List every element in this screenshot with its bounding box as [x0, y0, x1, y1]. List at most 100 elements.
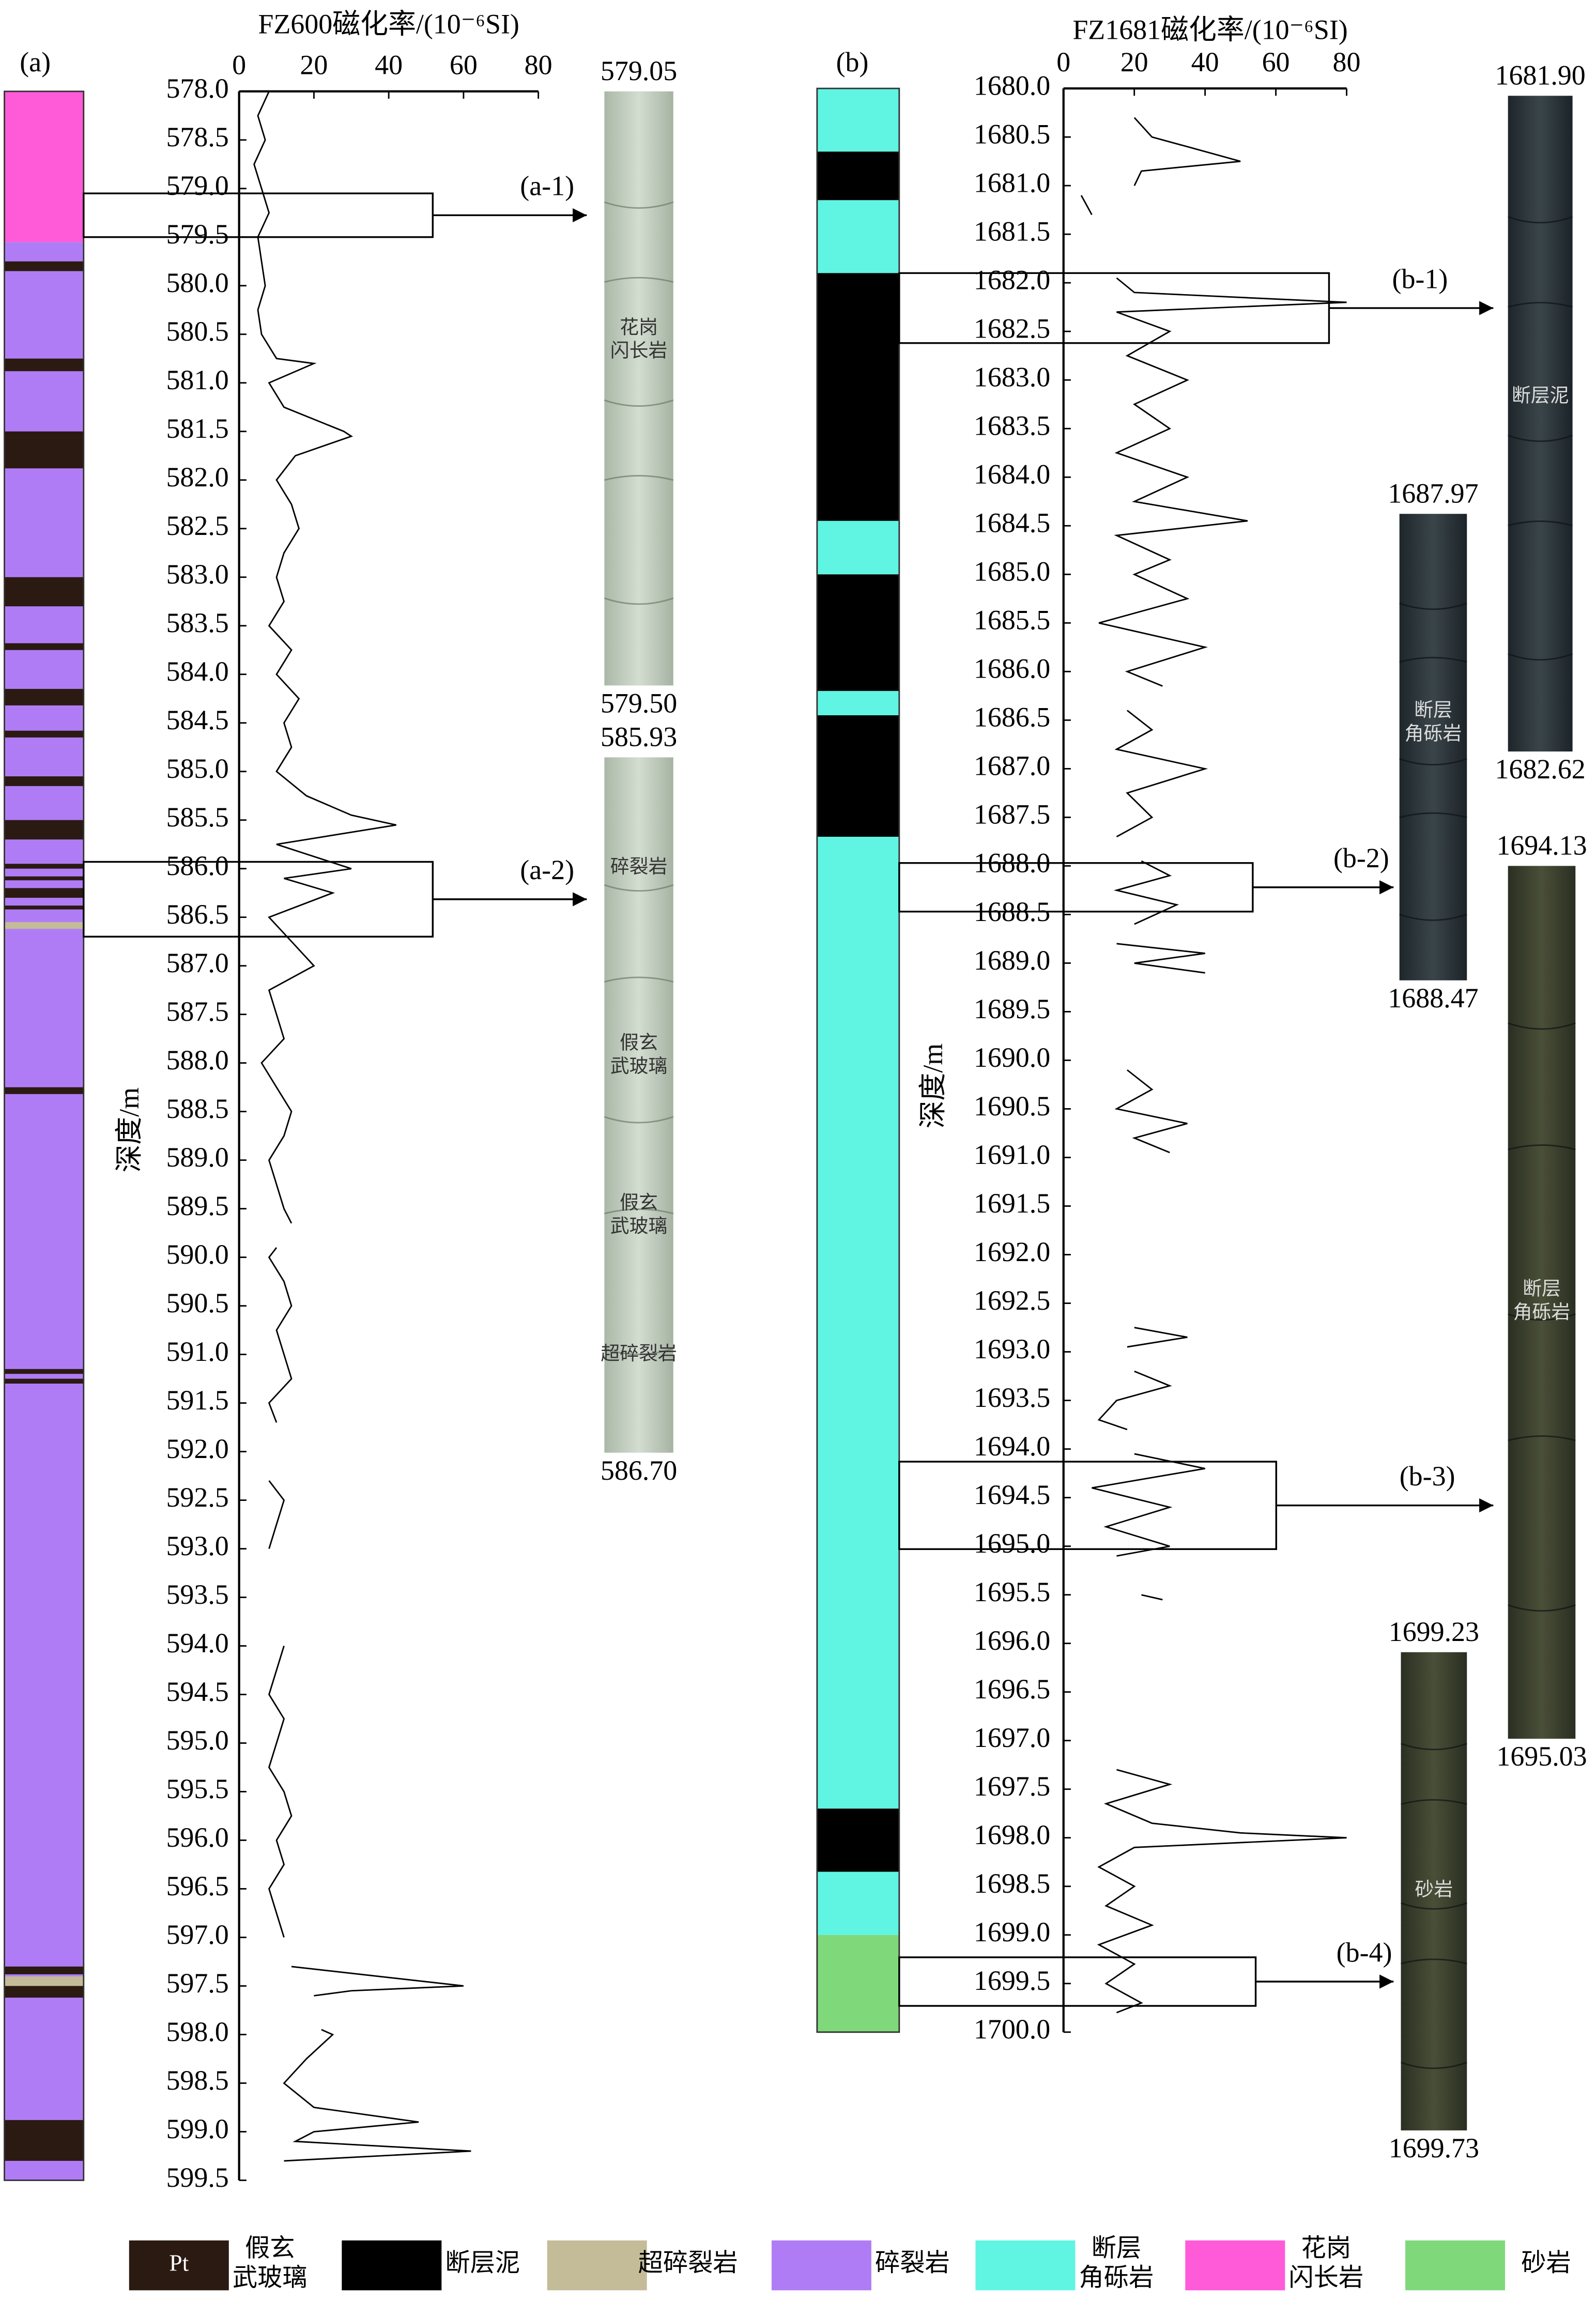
core-crack: [604, 1116, 674, 1124]
core-photo: [604, 91, 673, 686]
core-top-label: 1694.13: [1496, 830, 1587, 861]
y-tick-label: 582.5: [166, 510, 228, 541]
core-top-label: 1681.90: [1495, 60, 1586, 91]
lithology-interval: [817, 574, 899, 691]
lithology-interval: [4, 1369, 84, 1374]
y-tick-label: 599.5: [166, 2162, 228, 2193]
core-note: 超碎裂岩: [601, 1343, 677, 1364]
y-tick-label: 1695.0: [974, 1528, 1050, 1559]
y-tick-label: 1690.0: [974, 1042, 1050, 1073]
legend-label: 碎裂岩: [875, 2249, 950, 2277]
lithology-interval: [817, 715, 899, 837]
core-bottom-label: 1699.73: [1389, 2133, 1479, 2164]
callout-box: [83, 192, 434, 238]
core-note: 花岗: [620, 316, 658, 338]
y-tick-label: 1689.5: [974, 993, 1050, 1024]
core-note: 碎裂岩: [610, 856, 668, 877]
lithology-interval: [4, 820, 84, 840]
y-tick-label: 584.0: [166, 656, 228, 687]
lithology-interval: [4, 688, 84, 705]
legend-swatch: [547, 2240, 647, 2291]
y-tick-label: 583.5: [166, 607, 228, 638]
core-crack: [604, 597, 674, 605]
y-tick-label: 584.5: [166, 704, 228, 735]
y-tick-label: 593.0: [166, 1530, 228, 1561]
lithology-interval: [4, 431, 84, 469]
core-note: 砂岩: [1415, 1879, 1453, 1900]
core-crack: [604, 884, 674, 892]
y-tick-label: 585.0: [166, 753, 228, 784]
legend-swatch: [129, 2240, 229, 2291]
legend-label: 断层泥: [445, 2249, 520, 2277]
lithology-interval: [817, 200, 899, 273]
y-tick-label: 598.0: [166, 2016, 228, 2047]
lithology-interval: [4, 643, 84, 650]
y-tick-label: 1695.5: [974, 1576, 1050, 1607]
core-crack: [1508, 1313, 1576, 1321]
lithology-column-frame: [4, 90, 85, 2181]
y-tick-label: 587.0: [166, 947, 228, 978]
core-note: 武玻璃: [610, 1055, 668, 1077]
y-tick-label: 593.5: [166, 1579, 228, 1610]
x-tick-label: 0: [232, 50, 246, 81]
y-tick-label: 1680.0: [974, 70, 1050, 101]
lithology-interval: [4, 577, 84, 607]
lithology-interval: [4, 91, 84, 242]
x-tick-label: 80: [525, 50, 553, 81]
core-crack: [1399, 812, 1467, 819]
lithology-interval: [4, 922, 84, 929]
callout-box: [898, 862, 1254, 913]
y-tick-label: 594.0: [166, 1628, 228, 1659]
callout-label: (b-3): [1400, 1461, 1455, 1492]
core-crack: [604, 201, 674, 209]
legend-swatch: [771, 2240, 871, 2291]
y-tick-label: 586.5: [166, 899, 228, 930]
core-bottom-label: 1682.62: [1495, 754, 1586, 785]
core-crack: [1508, 1144, 1576, 1150]
lithology-interval: [817, 88, 899, 152]
y-tick-label: 1694.0: [974, 1431, 1050, 1462]
lithology-interval: [817, 836, 899, 1809]
lithology-interval: [817, 520, 899, 575]
core-note: 角砾岩: [1513, 1301, 1571, 1323]
susceptibility-curve: [253, 91, 471, 2162]
core-bottom-label: 586.70: [601, 1455, 677, 1486]
y-tick-label: 1691.0: [974, 1139, 1050, 1170]
y-tick-label: 583.0: [166, 559, 228, 590]
core-note: 武玻璃: [610, 1215, 668, 1236]
core-note: 闪长岩: [610, 340, 668, 361]
panel-label: (a): [20, 47, 51, 78]
y-tick-label: 1686.5: [974, 702, 1050, 733]
y-tick-label: 592.5: [166, 1482, 228, 1513]
y-tick-label: 581.0: [166, 364, 228, 395]
core-photo: [1401, 1652, 1467, 2130]
lithology-interval: [817, 1808, 899, 1872]
core-crack: [1399, 913, 1467, 921]
y-tick-label: 1697.5: [974, 1771, 1050, 1802]
y-tick-label: 588.0: [166, 1045, 228, 1076]
y-tick-label: 580.5: [166, 316, 228, 347]
y-tick-label: 1694.5: [974, 1479, 1050, 1510]
y-tick-label: 1682.0: [974, 265, 1050, 296]
callout-box: [898, 1461, 1277, 1550]
y-tick-label: 1681.5: [974, 216, 1050, 247]
y-tick-label: 589.0: [166, 1142, 228, 1173]
lithology-interval: [4, 776, 84, 786]
core-crack: [604, 277, 674, 283]
y-tick-label: 597.5: [166, 1968, 228, 1999]
y-tick-label: 1699.0: [974, 1916, 1050, 1947]
core-photo: [604, 757, 673, 1453]
core-note: 断层泥: [1512, 385, 1569, 406]
y-tick-label: 588.5: [166, 1093, 228, 1124]
lithology-interval: [4, 1966, 84, 1974]
lithology-interval: [4, 261, 84, 271]
core-crack: [1401, 1743, 1467, 1751]
legend-label: 断层: [1092, 2235, 1142, 2262]
panel-label: (b): [836, 47, 869, 78]
core-crack: [604, 1347, 674, 1355]
legend-symbol: Pt: [169, 2250, 189, 2276]
core-crack: [604, 1208, 674, 1215]
x-tick-label: 40: [375, 50, 403, 81]
core-crack: [1508, 216, 1573, 224]
y-tick-label: 580.0: [166, 267, 228, 298]
